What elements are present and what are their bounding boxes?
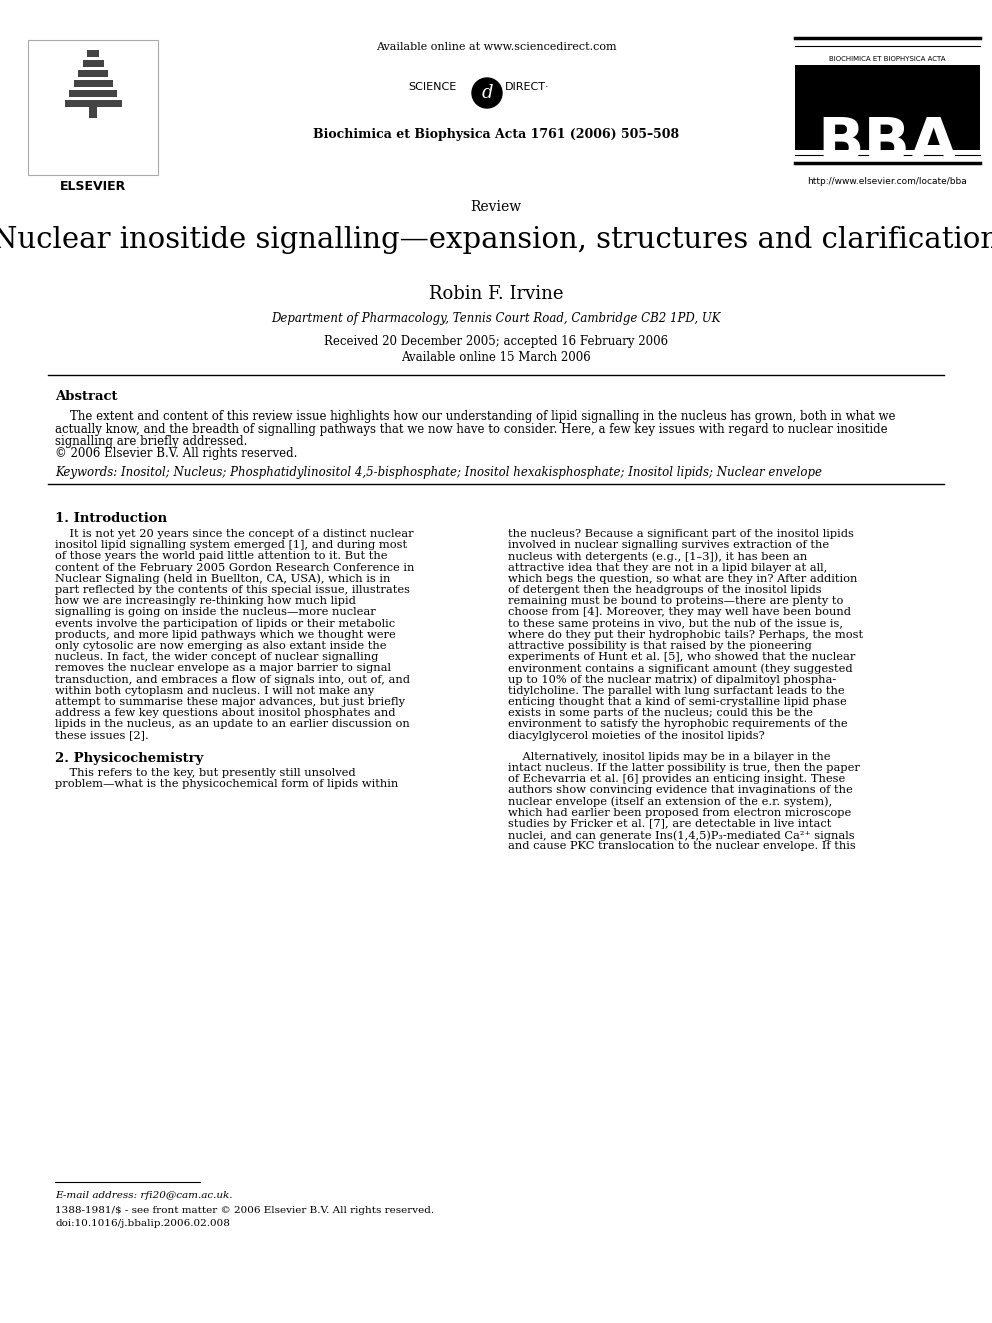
Text: intact nucleus. If the latter possibility is true, then the paper: intact nucleus. If the latter possibilit… bbox=[508, 763, 860, 773]
Text: 2. Physicochemistry: 2. Physicochemistry bbox=[55, 751, 203, 765]
Text: actually know, and the breadth of signalling pathways that we now have to consid: actually know, and the breadth of signal… bbox=[55, 422, 888, 435]
Text: address a few key questions about inositol phosphates and: address a few key questions about inosit… bbox=[55, 708, 396, 718]
Text: Alternatively, inositol lipids may be in a bilayer in the: Alternatively, inositol lipids may be in… bbox=[508, 751, 830, 762]
Text: signalling are briefly addressed.: signalling are briefly addressed. bbox=[55, 435, 247, 448]
Text: of detergent then the headgroups of the inositol lipids: of detergent then the headgroups of the … bbox=[508, 585, 821, 595]
Text: This refers to the key, but presently still unsolved: This refers to the key, but presently st… bbox=[55, 767, 355, 778]
Text: Robin F. Irvine: Robin F. Irvine bbox=[429, 284, 563, 303]
Text: BBA: BBA bbox=[817, 115, 957, 175]
Bar bbox=[78, 70, 108, 77]
Text: tidylcholine. The parallel with lung surfactant leads to the: tidylcholine. The parallel with lung sur… bbox=[508, 685, 844, 696]
Text: nucleus with detergents (e.g., [1–3]), it has been an: nucleus with detergents (e.g., [1–3]), i… bbox=[508, 552, 807, 562]
Text: Abstract: Abstract bbox=[55, 390, 117, 404]
Text: Available online at www.sciencedirect.com: Available online at www.sciencedirect.co… bbox=[376, 42, 616, 52]
Text: authors show convincing evidence that invaginations of the: authors show convincing evidence that in… bbox=[508, 786, 853, 795]
Text: enticing thought that a kind of semi-crystalline lipid phase: enticing thought that a kind of semi-cry… bbox=[508, 697, 847, 706]
Text: © 2006 Elsevier B.V. All rights reserved.: © 2006 Elsevier B.V. All rights reserved… bbox=[55, 447, 298, 460]
Text: of Echevarria et al. [6] provides an enticing insight. These: of Echevarria et al. [6] provides an ent… bbox=[508, 774, 845, 785]
Text: Review: Review bbox=[470, 200, 522, 214]
Text: events involve the participation of lipids or their metabolic: events involve the participation of lipi… bbox=[55, 619, 395, 628]
Text: removes the nuclear envelope as a major barrier to signal: removes the nuclear envelope as a major … bbox=[55, 663, 391, 673]
Text: problem—what is the physicochemical form of lipids within: problem—what is the physicochemical form… bbox=[55, 779, 398, 789]
Text: attractive idea that they are not in a lipid bilayer at all,: attractive idea that they are not in a l… bbox=[508, 562, 827, 573]
Text: SCIENCE: SCIENCE bbox=[408, 82, 456, 93]
Text: involved in nuclear signalling survives extraction of the: involved in nuclear signalling survives … bbox=[508, 540, 829, 550]
Text: E-mail address: rfi20@cam.ac.uk.: E-mail address: rfi20@cam.ac.uk. bbox=[55, 1191, 232, 1200]
Text: DIRECT·: DIRECT· bbox=[505, 82, 550, 93]
Text: experiments of Hunt et al. [5], who showed that the nuclear: experiments of Hunt et al. [5], who show… bbox=[508, 652, 855, 663]
Text: which begs the question, so what are they in? After addition: which begs the question, so what are the… bbox=[508, 574, 857, 583]
Text: ELSEVIER: ELSEVIER bbox=[60, 180, 126, 193]
Text: inositol lipid signalling system emerged [1], and during most: inositol lipid signalling system emerged… bbox=[55, 540, 407, 550]
Bar bbox=[28, 40, 158, 175]
Text: the nucleus? Because a significant part of the inositol lipids: the nucleus? Because a significant part … bbox=[508, 529, 854, 538]
Text: up to 10% of the nuclear matrix) of dipalmitoyl phospha-: up to 10% of the nuclear matrix) of dipa… bbox=[508, 675, 836, 685]
Text: of those years the world paid little attention to it. But the: of those years the world paid little att… bbox=[55, 552, 388, 561]
Text: how we are increasingly re-thinking how much lipid: how we are increasingly re-thinking how … bbox=[55, 597, 356, 606]
Text: and cause PKC translocation to the nuclear envelope. If this: and cause PKC translocation to the nucle… bbox=[508, 841, 856, 852]
Text: choose from [4]. Moreover, they may well have been bound: choose from [4]. Moreover, they may well… bbox=[508, 607, 851, 618]
Text: attractive possibility is that raised by the pioneering: attractive possibility is that raised by… bbox=[508, 642, 811, 651]
Bar bbox=[795, 65, 980, 149]
Text: BIOCHIMICA ET BIOPHYSICA ACTA: BIOCHIMICA ET BIOPHYSICA ACTA bbox=[829, 56, 945, 62]
Text: nuclear envelope (itself an extension of the e.r. system),: nuclear envelope (itself an extension of… bbox=[508, 796, 832, 807]
Text: Nuclear Signaling (held in Buellton, CA, USA), which is in: Nuclear Signaling (held in Buellton, CA,… bbox=[55, 574, 391, 585]
Circle shape bbox=[472, 78, 502, 108]
Text: diacylglycerol moieties of the inositol lipids?: diacylglycerol moieties of the inositol … bbox=[508, 730, 765, 741]
Text: transduction, and embraces a flow of signals into, out of, and: transduction, and embraces a flow of sig… bbox=[55, 675, 410, 684]
Text: attempt to summarise these major advances, but just briefly: attempt to summarise these major advance… bbox=[55, 697, 405, 706]
Text: lipids in the nucleus, as an update to an earlier discussion on: lipids in the nucleus, as an update to a… bbox=[55, 720, 410, 729]
Bar bbox=[82, 60, 103, 67]
Text: environment contains a significant amount (they suggested: environment contains a significant amoun… bbox=[508, 663, 853, 673]
Text: these issues [2].: these issues [2]. bbox=[55, 730, 149, 741]
Text: only cytosolic are now emerging as also extant inside the: only cytosolic are now emerging as also … bbox=[55, 642, 387, 651]
Text: 1. Introduction: 1. Introduction bbox=[55, 512, 167, 525]
Text: signalling is going on inside the nucleus—more nuclear: signalling is going on inside the nucleu… bbox=[55, 607, 376, 618]
Bar bbox=[87, 50, 99, 57]
Text: content of the February 2005 Gordon Research Conference in: content of the February 2005 Gordon Rese… bbox=[55, 562, 415, 573]
Text: Department of Pharmacology, Tennis Court Road, Cambridge CB2 1PD, UK: Department of Pharmacology, Tennis Court… bbox=[271, 312, 721, 325]
Text: d: d bbox=[481, 83, 493, 102]
Text: remaining must be bound to proteins—there are plenty to: remaining must be bound to proteins—ther… bbox=[508, 597, 843, 606]
Text: nuclei, and can generate Ins(1,4,5)P₃-mediated Ca²⁺ signals: nuclei, and can generate Ins(1,4,5)P₃-me… bbox=[508, 831, 855, 840]
Text: Received 20 December 2005; accepted 16 February 2006: Received 20 December 2005; accepted 16 F… bbox=[324, 335, 668, 348]
Text: 1388-1981/$ - see front matter © 2006 Elsevier B.V. All rights reserved.: 1388-1981/$ - see front matter © 2006 El… bbox=[55, 1207, 434, 1215]
Text: Biochimica et Biophysica Acta 1761 (2006) 505–508: Biochimica et Biophysica Acta 1761 (2006… bbox=[312, 128, 680, 142]
Text: part reflected by the contents of this special issue, illustrates: part reflected by the contents of this s… bbox=[55, 585, 410, 595]
Text: doi:10.1016/j.bbalip.2006.02.008: doi:10.1016/j.bbalip.2006.02.008 bbox=[55, 1218, 230, 1228]
Text: Nuclear inositide signalling—expansion, structures and clarification: Nuclear inositide signalling—expansion, … bbox=[0, 226, 992, 254]
Text: The extent and content of this review issue highlights how our understanding of : The extent and content of this review is… bbox=[55, 410, 896, 423]
Bar bbox=[64, 101, 121, 107]
Bar bbox=[69, 90, 117, 97]
Text: Available online 15 March 2006: Available online 15 March 2006 bbox=[401, 351, 591, 364]
Text: within both cytoplasm and nucleus. I will not make any: within both cytoplasm and nucleus. I wil… bbox=[55, 685, 374, 696]
Bar bbox=[89, 101, 97, 118]
Text: exists in some parts of the nucleus; could this be the: exists in some parts of the nucleus; cou… bbox=[508, 708, 812, 718]
Bar bbox=[73, 79, 112, 87]
Text: which had earlier been proposed from electron microscope: which had earlier been proposed from ele… bbox=[508, 808, 851, 818]
Text: Keywords: Inositol; Nucleus; Phosphatidylinositol 4,5-bisphosphate; Inositol hex: Keywords: Inositol; Nucleus; Phosphatidy… bbox=[55, 466, 822, 479]
Text: products, and more lipid pathways which we thought were: products, and more lipid pathways which … bbox=[55, 630, 396, 640]
Text: It is not yet 20 years since the concept of a distinct nuclear: It is not yet 20 years since the concept… bbox=[55, 529, 414, 538]
Text: environment to satisfy the hyrophobic requirements of the: environment to satisfy the hyrophobic re… bbox=[508, 720, 847, 729]
Text: http://www.elsevier.com/locate/bba: http://www.elsevier.com/locate/bba bbox=[807, 177, 967, 187]
Text: studies by Fricker et al. [7], are detectable in live intact: studies by Fricker et al. [7], are detec… bbox=[508, 819, 831, 830]
Text: where do they put their hydrophobic tails? Perhaps, the most: where do they put their hydrophobic tail… bbox=[508, 630, 863, 640]
Text: nucleus. In fact, the wider concept of nuclear signalling: nucleus. In fact, the wider concept of n… bbox=[55, 652, 378, 663]
Text: to these same proteins in vivo, but the nub of the issue is,: to these same proteins in vivo, but the … bbox=[508, 619, 843, 628]
